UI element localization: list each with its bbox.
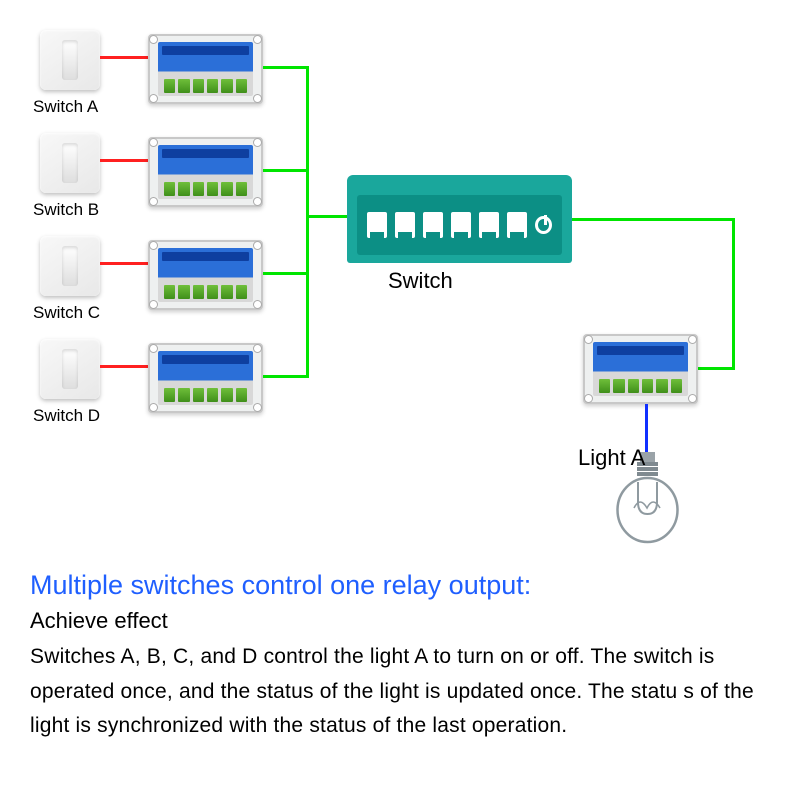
light-a-label: Light A (578, 445, 645, 471)
hub-port-icon (507, 212, 527, 238)
wire-red-d (100, 365, 148, 368)
wall-switch-d (40, 339, 100, 399)
wire-net-a (263, 66, 309, 69)
switch-b-label: Switch B (33, 200, 99, 220)
wire-red-c (100, 262, 148, 265)
wire-bus-vertical (306, 66, 309, 378)
diagram-description: Switches A, B, C, and D control the ligh… (30, 640, 770, 744)
hub-port-icon (395, 212, 415, 238)
wall-switch-a (40, 30, 100, 90)
switch-a-label: Switch A (33, 97, 98, 117)
wire-net-c (263, 272, 309, 275)
wire-right-drop (732, 218, 735, 370)
hub-port-icon (451, 212, 471, 238)
wire-red-a (100, 56, 148, 59)
wall-switch-c (40, 236, 100, 296)
network-switch-label: Switch (388, 268, 453, 294)
wire-net-b (263, 169, 309, 172)
hub-port-icon (479, 212, 499, 238)
wire-into-right-relay (698, 367, 735, 370)
relay-module-d (148, 343, 263, 413)
diagram-canvas: Switch A Switch B Switch C Switch D (0, 0, 800, 800)
wire-load (645, 404, 648, 456)
network-switch (347, 175, 572, 263)
switch-d-label: Switch D (33, 406, 100, 426)
relay-module-a (148, 34, 263, 104)
diagram-title: Multiple switches control one relay outp… (30, 570, 770, 601)
power-icon (535, 216, 552, 234)
diagram-subheading: Achieve effect (30, 608, 168, 634)
wire-bus-to-hub (306, 215, 350, 218)
wall-switch-b (40, 133, 100, 193)
switch-c-label: Switch C (33, 303, 100, 323)
hub-port-icon (423, 212, 443, 238)
wire-red-b (100, 159, 148, 162)
relay-module-b (148, 137, 263, 207)
relay-module-output (583, 334, 698, 404)
wire-net-d (263, 375, 309, 378)
relay-module-c (148, 240, 263, 310)
hub-port-icon (367, 212, 387, 238)
wire-hub-right (572, 218, 735, 221)
